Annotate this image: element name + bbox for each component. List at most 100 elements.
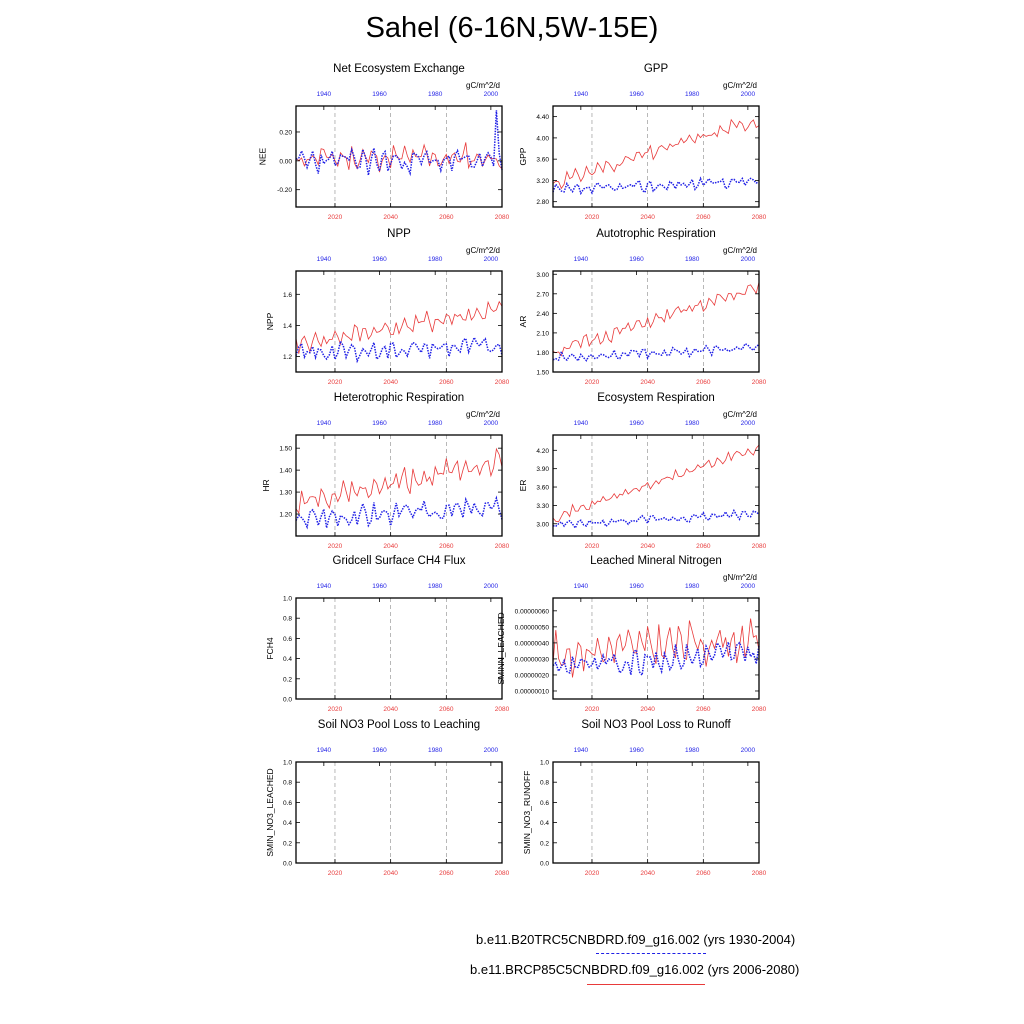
- x-tick-label-top: 1940: [574, 256, 589, 263]
- y-tick-label: 0.0: [283, 861, 292, 868]
- y-tick-label: 3.60: [536, 157, 549, 164]
- x-tick-label-bottom: 2060: [439, 543, 454, 550]
- y-axis-label: SMIN_NO3_RUNOFF: [522, 771, 532, 855]
- y-tick-label: 0.0: [540, 861, 549, 868]
- x-tick-label-top: 2000: [484, 91, 499, 98]
- plot-frame: [552, 761, 760, 864]
- units-label: gC/m^2/d: [723, 81, 757, 90]
- y-tick-label: 0.0: [283, 697, 292, 704]
- x-tick-label-top: 2000: [741, 420, 756, 427]
- y-tick-label: 2.10: [536, 330, 549, 337]
- panel-title: GPP: [644, 63, 669, 75]
- plot-frame: [295, 434, 503, 537]
- y-tick-label: 4.20: [536, 448, 549, 455]
- panel-title: Soil NO3 Pool Loss to Runoff: [581, 719, 731, 731]
- series-hist-line: [295, 110, 503, 177]
- panel-6: [552, 434, 760, 537]
- y-tick-label: 1.0: [283, 760, 292, 767]
- x-tick-label-top: 1940: [317, 91, 332, 98]
- panel-5: [295, 434, 503, 537]
- x-tick-label-top: 1960: [372, 420, 387, 427]
- x-tick-label-top: 1980: [428, 583, 443, 590]
- units-label: gC/m^2/d: [723, 246, 757, 255]
- y-tick-label: 4.00: [536, 135, 549, 142]
- y-tick-label: 1.0: [283, 596, 292, 603]
- series-hist-line: [552, 508, 760, 530]
- y-tick-label: 1.80: [536, 350, 549, 357]
- x-tick-label-bottom: 2020: [585, 543, 600, 550]
- x-tick-label-bottom: 2040: [640, 379, 655, 386]
- units-label: gC/m^2/d: [466, 246, 500, 255]
- y-tick-label: 2.80: [536, 199, 549, 206]
- y-tick-label: 0.8: [283, 616, 292, 623]
- x-tick-label-top: 2000: [484, 583, 499, 590]
- y-axis-label: FCH4: [265, 637, 275, 659]
- x-tick-label-top: 1960: [629, 583, 644, 590]
- x-tick-label-bottom: 2020: [328, 214, 343, 221]
- y-axis-label: SMINN_LEACHED: [496, 612, 506, 684]
- x-tick-label-top: 1980: [428, 420, 443, 427]
- x-tick-label-bottom: 2080: [495, 543, 510, 550]
- y-tick-label: 0.4: [283, 656, 292, 663]
- x-tick-label-top: 2000: [484, 256, 499, 263]
- series-hist-line: [552, 176, 760, 196]
- y-tick-label: 3.00: [536, 272, 549, 279]
- y-tick-label: 0.4: [283, 820, 292, 827]
- x-tick-label-top: 1980: [428, 256, 443, 263]
- panel-8: [552, 597, 760, 700]
- y-tick-label: 0.00000030: [515, 656, 550, 663]
- x-tick-label-bottom: 2060: [439, 214, 454, 221]
- series-rcp-line: [295, 447, 503, 515]
- y-tick-label: 0.8: [283, 780, 292, 787]
- x-tick-label-top: 1960: [372, 256, 387, 263]
- plot-frame: [295, 270, 503, 373]
- units-label: gN/m^2/d: [723, 573, 757, 582]
- x-tick-label-top: 1940: [317, 256, 332, 263]
- x-tick-label-bottom: 2080: [495, 214, 510, 221]
- y-tick-label: 0.2: [540, 840, 549, 847]
- x-tick-label-bottom: 2020: [585, 706, 600, 713]
- y-axis-label: AR: [518, 316, 528, 328]
- y-tick-label: 4.40: [536, 114, 549, 121]
- y-tick-label: 1.50: [536, 370, 549, 377]
- series-rcp-line: [552, 618, 760, 678]
- y-tick-label: 1.0: [540, 760, 549, 767]
- x-tick-label-bottom: 2060: [696, 214, 711, 221]
- plot-frame: [552, 105, 760, 208]
- y-tick-label: 0.00000010: [515, 688, 550, 695]
- units-label: gC/m^2/d: [466, 81, 500, 90]
- page-title: Sahel (6-16N,5W-15E): [365, 12, 659, 44]
- x-tick-label-bottom: 2040: [383, 870, 398, 877]
- x-tick-label-bottom: 2060: [696, 543, 711, 550]
- y-tick-label: 0.6: [283, 800, 292, 807]
- y-tick-label: -0.20: [277, 187, 292, 194]
- x-tick-label-top: 2000: [484, 420, 499, 427]
- legend-hist-line: [596, 953, 706, 954]
- x-tick-label-top: 1940: [317, 583, 332, 590]
- panel-10: [552, 761, 760, 864]
- panel-9: [295, 761, 503, 864]
- x-tick-label-bottom: 2020: [585, 870, 600, 877]
- x-tick-label-bottom: 2080: [752, 214, 767, 221]
- y-tick-label: 1.2: [283, 354, 292, 361]
- x-tick-label-top: 1980: [428, 747, 443, 754]
- y-axis-label: SMIN_NO3_LEACHED: [265, 768, 275, 856]
- plot-frame: [552, 597, 760, 700]
- x-tick-label-bottom: 2020: [328, 379, 343, 386]
- y-tick-label: 0.6: [283, 636, 292, 643]
- x-tick-label-bottom: 2040: [640, 706, 655, 713]
- x-tick-label-top: 1940: [574, 91, 589, 98]
- units-label: gC/m^2/d: [466, 410, 500, 419]
- y-tick-label: 3.90: [536, 466, 549, 473]
- plot-frame: [295, 597, 503, 700]
- x-tick-label-top: 1960: [372, 583, 387, 590]
- y-tick-label: 1.4: [283, 323, 292, 330]
- panel-2: [552, 105, 760, 208]
- x-tick-label-bottom: 2040: [640, 870, 655, 877]
- x-tick-label-bottom: 2040: [383, 379, 398, 386]
- y-tick-label: 0.6: [540, 800, 549, 807]
- panel-title: NPP: [387, 228, 411, 240]
- x-tick-label-bottom: 2080: [752, 706, 767, 713]
- plot-frame: [295, 105, 503, 208]
- y-tick-label: 0.2: [283, 676, 292, 683]
